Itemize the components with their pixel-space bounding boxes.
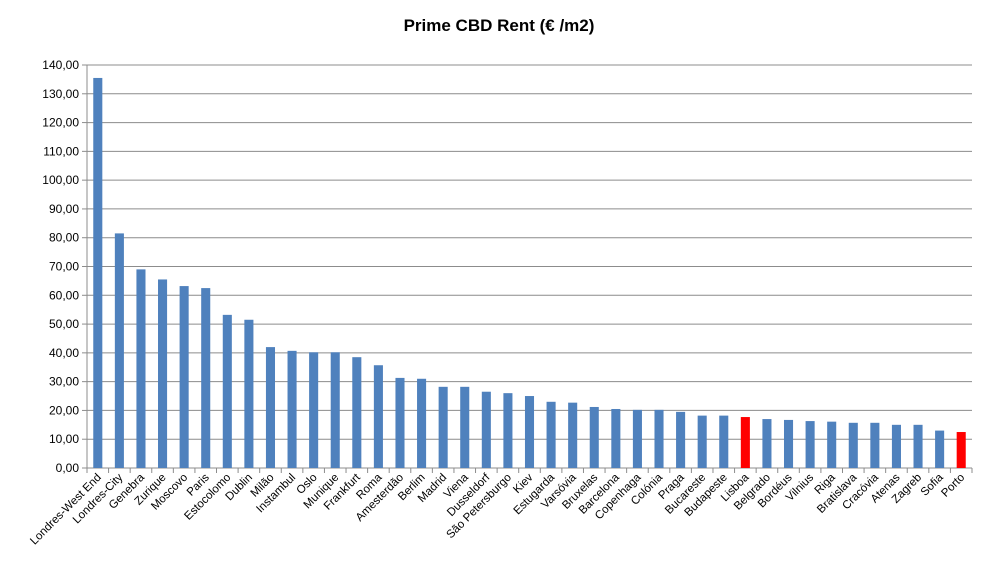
y-tick-label: 50,00 bbox=[49, 317, 79, 331]
gridlines bbox=[87, 64, 972, 440]
y-tick-label: 80,00 bbox=[49, 231, 79, 245]
bar-38 bbox=[913, 424, 923, 468]
bar-40 bbox=[956, 432, 966, 468]
y-tick-label: 70,00 bbox=[49, 260, 79, 274]
bar-35 bbox=[848, 422, 858, 468]
bar-7 bbox=[244, 319, 254, 468]
bar-8 bbox=[265, 347, 276, 468]
bars bbox=[93, 77, 966, 468]
bar-6 bbox=[222, 314, 232, 468]
bar-22 bbox=[568, 402, 578, 468]
bar-29 bbox=[719, 415, 729, 468]
bar-30 bbox=[740, 417, 750, 468]
bar-9 bbox=[287, 350, 297, 468]
y-tick-label: 100,00 bbox=[42, 173, 79, 187]
y-tick-labels: 0,00 10,00 20,00 30,00 40,00 50,00 60,00 70,00 8… bbox=[42, 58, 79, 475]
bar-13 bbox=[373, 365, 383, 468]
y-tick-label: 120,00 bbox=[42, 116, 79, 130]
bar-36 bbox=[870, 422, 880, 468]
bar-37 bbox=[891, 424, 901, 468]
bar-15 bbox=[417, 378, 427, 468]
bar-5 bbox=[201, 288, 211, 468]
chart-title: Prime CBD Rent (€ /m2) bbox=[403, 16, 595, 35]
bar-11 bbox=[330, 352, 340, 468]
bar-23 bbox=[589, 406, 599, 468]
y-tick-label: 0,00 bbox=[56, 461, 80, 475]
bar-2 bbox=[136, 269, 146, 468]
x-tick-label: Porto bbox=[939, 472, 967, 500]
y-tick-label: 90,00 bbox=[49, 202, 79, 216]
x-tick-labels: Londres-West EndLondres-CityGenebraZuriq… bbox=[28, 471, 967, 547]
bar-26 bbox=[654, 409, 664, 468]
y-tick-label: 20,00 bbox=[49, 403, 79, 417]
bar-1 bbox=[114, 233, 124, 468]
bar-10 bbox=[309, 352, 319, 468]
bar-39 bbox=[935, 430, 945, 468]
bar-34 bbox=[827, 421, 837, 468]
y-tick-label: 40,00 bbox=[49, 346, 79, 360]
y-tick-label: 30,00 bbox=[49, 375, 79, 389]
y-tick-label: 110,00 bbox=[43, 144, 79, 158]
bar-16 bbox=[438, 386, 448, 468]
y-tick-label: 10,00 bbox=[49, 432, 79, 446]
bar-21 bbox=[546, 401, 556, 468]
bar-28 bbox=[697, 415, 707, 468]
bar-27 bbox=[676, 411, 686, 468]
bar-0 bbox=[93, 77, 103, 468]
bar-4 bbox=[179, 286, 189, 468]
bar-32 bbox=[783, 419, 794, 468]
bar-14 bbox=[395, 377, 405, 468]
bar-17 bbox=[460, 386, 470, 468]
bar-24 bbox=[611, 408, 621, 468]
y-tick-label: 130,00 bbox=[42, 87, 79, 101]
bar-25 bbox=[632, 409, 642, 468]
bar-31 bbox=[762, 419, 772, 468]
bar-12 bbox=[352, 357, 362, 468]
bar-19 bbox=[503, 393, 513, 468]
bar-20 bbox=[524, 396, 535, 468]
bar-3 bbox=[158, 279, 168, 468]
bar-33 bbox=[805, 421, 815, 468]
y-tick-label: 140,00 bbox=[42, 58, 79, 72]
bar-18 bbox=[481, 391, 491, 468]
y-tick-label: 60,00 bbox=[49, 288, 79, 302]
